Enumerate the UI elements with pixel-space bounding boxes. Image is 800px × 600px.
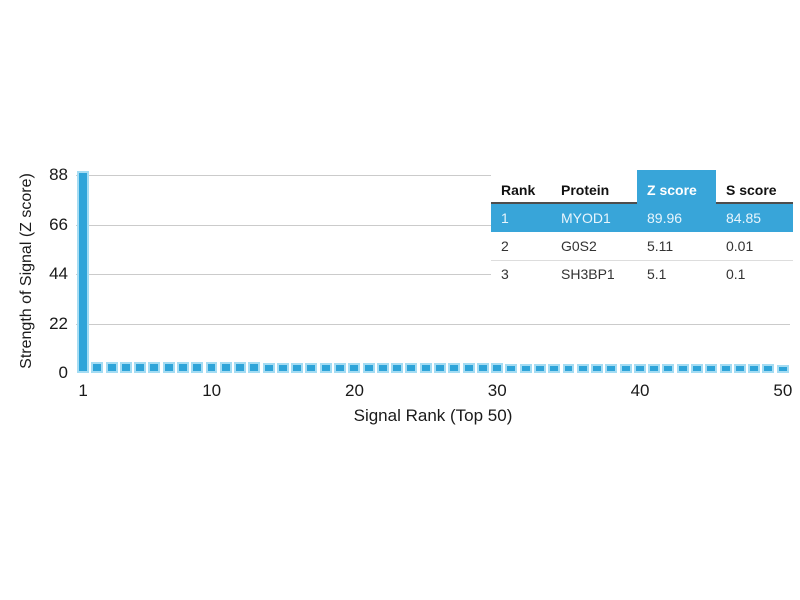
bar-rank-11 — [219, 362, 232, 373]
bar-rank-5 — [134, 362, 147, 373]
bar-rank-19 — [334, 362, 346, 373]
bar-rank-30 — [491, 363, 504, 373]
x-axis-title: Signal Rank (Top 50) — [353, 406, 513, 425]
bar-rank-41 — [648, 364, 661, 373]
bar-rank-13 — [248, 362, 261, 373]
x-tick-label-40: 40 — [630, 381, 650, 400]
gridline-88 — [76, 175, 790, 176]
y-tick-label-88: 88 — [49, 165, 68, 184]
gridline-44 — [76, 274, 790, 275]
cell-MYOD1-protein: MYOD1 — [561, 210, 611, 226]
bar-rank-44 — [691, 364, 703, 373]
bar-rank-2 — [91, 361, 104, 373]
bar-rank-25 — [419, 363, 432, 373]
bar-rank-43 — [676, 364, 689, 373]
bar-rank-6 — [148, 362, 161, 373]
bar-rank-49 — [762, 364, 775, 373]
cell-MYOD1-s_score: 84.85 — [726, 210, 762, 226]
bar-rank-14 — [262, 362, 275, 373]
bar-rank-21 — [362, 362, 375, 373]
cell-MYOD1-rank: 1 — [501, 210, 509, 226]
table-row-SH3BP1: 3 SH3BP1 5.1 0.1 — [491, 260, 793, 288]
bar-rank-45 — [705, 364, 718, 373]
bar-rank-33 — [533, 363, 546, 373]
bar-rank-15 — [276, 362, 289, 373]
x-tick-label-50: 50 — [773, 381, 793, 400]
x-tick-label-30: 30 — [487, 381, 507, 400]
bar-rank-12 — [234, 362, 247, 373]
cell-G0S2-z_score: 5.11 — [647, 238, 674, 254]
bar-rank-50 — [776, 364, 789, 373]
cell-SH3BP1-z_score: 5.1 — [647, 266, 667, 282]
bar-rank-36 — [576, 363, 589, 373]
cell-SH3BP1-s_score: 0.1 — [726, 266, 746, 282]
header-rank: Rank — [491, 176, 551, 204]
bar-rank-22 — [376, 362, 389, 373]
top-ranked-proteins-table: Rank Protein Z score S score 1 MYOD1 89.96… — [491, 170, 793, 292]
bar-rank-16 — [291, 362, 304, 373]
y-tick-label-0: 0 — [58, 363, 68, 382]
y-tick-label-66: 66 — [49, 214, 68, 234]
cell-MYOD1-z_score: 89.96 — [647, 210, 683, 226]
header-protein: Protein — [551, 176, 637, 204]
cell-SH3BP1-protein: SH3BP1 — [561, 266, 615, 282]
bar-rank-23 — [391, 363, 404, 373]
bar-rank-34 — [548, 363, 561, 373]
gridline-22 — [76, 323, 790, 325]
bar-rank-3 — [105, 361, 118, 373]
x-tick-label-20: 20 — [344, 381, 364, 400]
x-tick-label-1: 1 — [78, 381, 88, 400]
header-z-score: Z score — [637, 170, 716, 204]
table-row-G0S2: 2 G0S2 5.11 0.01 — [491, 232, 793, 261]
bar-rank-17 — [305, 362, 318, 373]
bar-rank-39 — [619, 363, 632, 373]
gridline-66 — [76, 224, 790, 226]
bar-rank-18 — [319, 362, 332, 373]
bar-rank-27 — [448, 363, 461, 373]
bar-rank-42 — [662, 364, 675, 373]
bar-rank-20 — [348, 362, 361, 373]
bar-rank-48 — [748, 364, 761, 373]
bar-rank-29 — [476, 363, 489, 373]
table-row-MYOD1: 1 MYOD1 89.96 84.85 — [491, 204, 793, 232]
bar-rank-10 — [205, 362, 218, 373]
cell-G0S2-s_score: 0.01 — [726, 238, 754, 254]
bar-rank-47 — [733, 364, 746, 373]
cell-G0S2-protein: G0S2 — [561, 238, 597, 254]
bar-rank-32 — [519, 363, 532, 373]
bar-rank-37 — [591, 363, 604, 373]
bar-rank-31 — [505, 363, 518, 373]
bar-rank-8 — [176, 362, 189, 373]
bar-rank-4 — [119, 361, 132, 373]
bar-rank-7 — [162, 362, 175, 373]
bar-rank-9 — [191, 362, 204, 373]
bar-rank-38 — [605, 363, 618, 373]
bar-rank-28 — [462, 363, 475, 373]
bar-rank-24 — [405, 363, 418, 373]
bar-rank-1 — [77, 170, 89, 373]
header-s-score: S score — [716, 176, 793, 204]
bar-rank-46 — [719, 364, 732, 373]
bar-rank-35 — [562, 363, 575, 373]
x-tick-label-10: 10 — [202, 381, 222, 400]
bar-rank-40 — [633, 364, 646, 373]
y-tick-label-44: 44 — [49, 264, 68, 283]
table-header-row: Rank Protein Z score S score — [491, 170, 793, 204]
y-tick-label-22: 22 — [49, 313, 68, 333]
cell-SH3BP1-rank: 3 — [501, 266, 509, 282]
bar-rank-26 — [434, 363, 446, 373]
cell-G0S2-rank: 2 — [501, 238, 509, 254]
